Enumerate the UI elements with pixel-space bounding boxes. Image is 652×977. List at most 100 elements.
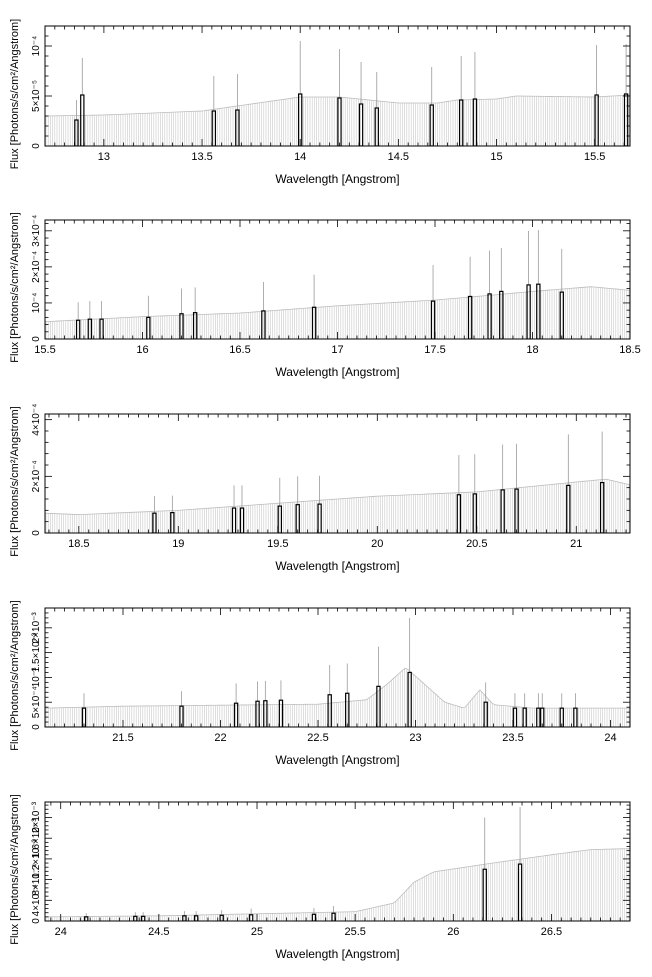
- plot-frame: [44, 801, 631, 922]
- line-bar: [295, 504, 300, 533]
- y-tick-label: 1.5×10⁻³: [31, 632, 42, 672]
- line-bar: [193, 915, 199, 921]
- x-tick-label: 23.5: [502, 732, 523, 744]
- x-tick-label: 18: [526, 344, 538, 356]
- y-tick-label: 10⁻⁴: [31, 36, 42, 57]
- plot-area: [45, 617, 630, 727]
- line-bar: [458, 99, 464, 146]
- x-tick-label: 15: [490, 151, 502, 163]
- x-tick-label: 13.5: [191, 151, 212, 163]
- line-bar: [170, 511, 175, 533]
- x-tick-label: 15.5: [584, 151, 605, 163]
- x-tick-label: 24: [55, 926, 67, 938]
- y-tick-label: 10⁻⁴: [31, 293, 42, 314]
- y-tick-label: 2×10⁻⁴: [31, 251, 42, 283]
- y-axis-label: Flux [Photons/s/cm²/Angstrom]: [9, 600, 21, 750]
- line-bar: [133, 915, 138, 921]
- line-bar: [211, 110, 217, 146]
- line-bar: [374, 107, 379, 146]
- line-bar: [514, 488, 519, 533]
- x-tick-label: 17: [331, 344, 343, 356]
- y-tick-label: 4×10⁻⁴: [31, 884, 42, 916]
- line-bar: [623, 93, 629, 146]
- x-tick-label: 17.5: [424, 344, 445, 356]
- plot-area: [45, 41, 630, 146]
- x-tick-label: 16.5: [229, 344, 250, 356]
- continuum-envelope: [45, 667, 630, 709]
- panel-4: 21.5 22 22.5 23 23.5 24 0 5×10⁻⁴10⁻³1.5×10⁻³2×1…: [9, 600, 631, 767]
- line-bar: [500, 489, 505, 533]
- line-bar: [487, 293, 492, 339]
- line-bar: [182, 915, 187, 921]
- y-tick-label: 2×10⁻⁴: [31, 460, 42, 492]
- x-axis-label: Wavelength [Angstrom]: [275, 365, 399, 379]
- plot-area: [45, 230, 630, 339]
- x-tick-label: 25: [251, 926, 263, 938]
- line-bar: [599, 481, 605, 533]
- y-tick-label: 10⁻³: [31, 667, 42, 687]
- line-bar: [566, 484, 571, 533]
- x-tick-label: 22.5: [307, 732, 328, 744]
- y-axis-label: Flux [Photons/s/cm²/Angstrom]: [9, 19, 21, 169]
- line-bar: [467, 295, 473, 339]
- x-tick-label: 18.5: [68, 538, 89, 550]
- line-bar: [248, 914, 254, 921]
- y-tick-label: 0: [31, 530, 42, 536]
- x-axis-label: Wavelength [Angstrom]: [275, 172, 399, 186]
- line-bar: [311, 913, 317, 921]
- x-tick-label: 14.5: [388, 151, 409, 163]
- line-bar: [84, 916, 89, 921]
- y-axis-label: Flux [Photons/s/cm²/Angstrom]: [9, 212, 21, 362]
- y-axis-label: Flux [Photons/s/cm²/Angstrom]: [9, 406, 21, 556]
- y-tick-label: 0: [31, 336, 42, 342]
- x-axis-label: Wavelength [Angstrom]: [275, 947, 399, 961]
- line-bar: [573, 707, 578, 727]
- plot-frame: [44, 413, 631, 534]
- continuum-envelope: [45, 94, 630, 117]
- x-tick-label: 26: [447, 926, 459, 938]
- plot-area: [45, 807, 630, 921]
- panel-1: 13 13.5 14 14.5 15 15.5 0 5×10⁻⁵ 10⁻⁴ Wavelength …: [9, 19, 631, 186]
- line-bar: [146, 316, 151, 339]
- x-tick-label: 26.5: [541, 926, 562, 938]
- line-bar: [233, 702, 239, 727]
- y-tick-label: 2×10⁻³: [31, 612, 42, 644]
- line-bar: [317, 503, 322, 533]
- line-bar: [298, 93, 303, 146]
- y-tick-label: 0: [31, 143, 42, 149]
- line-bar: [255, 700, 260, 727]
- line-bar: [456, 494, 462, 533]
- x-tick-label: 15.5: [34, 344, 55, 356]
- x-tick-label: 23: [409, 732, 421, 744]
- x-tick-label: 16: [136, 344, 148, 356]
- line-bar: [376, 685, 381, 727]
- line-bar: [80, 94, 85, 146]
- x-tick-label: 19.5: [267, 538, 288, 550]
- x-tick-label: 25.5: [344, 926, 365, 938]
- y-tick-label: 3×10⁻⁴: [31, 215, 42, 247]
- continuum-envelope: [45, 478, 630, 515]
- continuum-envelope: [45, 286, 630, 323]
- x-axis-label: Wavelength [Angstrom]: [275, 559, 399, 573]
- line-bar: [472, 98, 478, 146]
- plot-area: [45, 431, 630, 533]
- line-bar: [152, 512, 157, 533]
- x-tick-label: 20.5: [466, 538, 487, 550]
- x-tick-label: 24.5: [148, 926, 169, 938]
- line-bar: [239, 507, 245, 533]
- line-bar: [235, 109, 240, 146]
- x-axis-label: Wavelength [Angstrom]: [275, 753, 399, 767]
- line-bar: [179, 313, 184, 339]
- y-tick-label: 1.6×10⁻³: [31, 818, 42, 858]
- panel-5: 24 24.5 25 25.5 26 26.5 0 4×10⁻⁴8×10⁻⁴1.2×10⁻³1…: [9, 794, 631, 961]
- x-tick-label: 14: [294, 151, 306, 163]
- continuum-envelope: [45, 848, 630, 918]
- line-bar: [261, 310, 266, 339]
- line-bar: [536, 707, 541, 727]
- x-tick-label: 19: [172, 538, 184, 550]
- line-bar: [522, 707, 527, 727]
- line-bar: [559, 291, 564, 339]
- line-bar: [517, 863, 523, 921]
